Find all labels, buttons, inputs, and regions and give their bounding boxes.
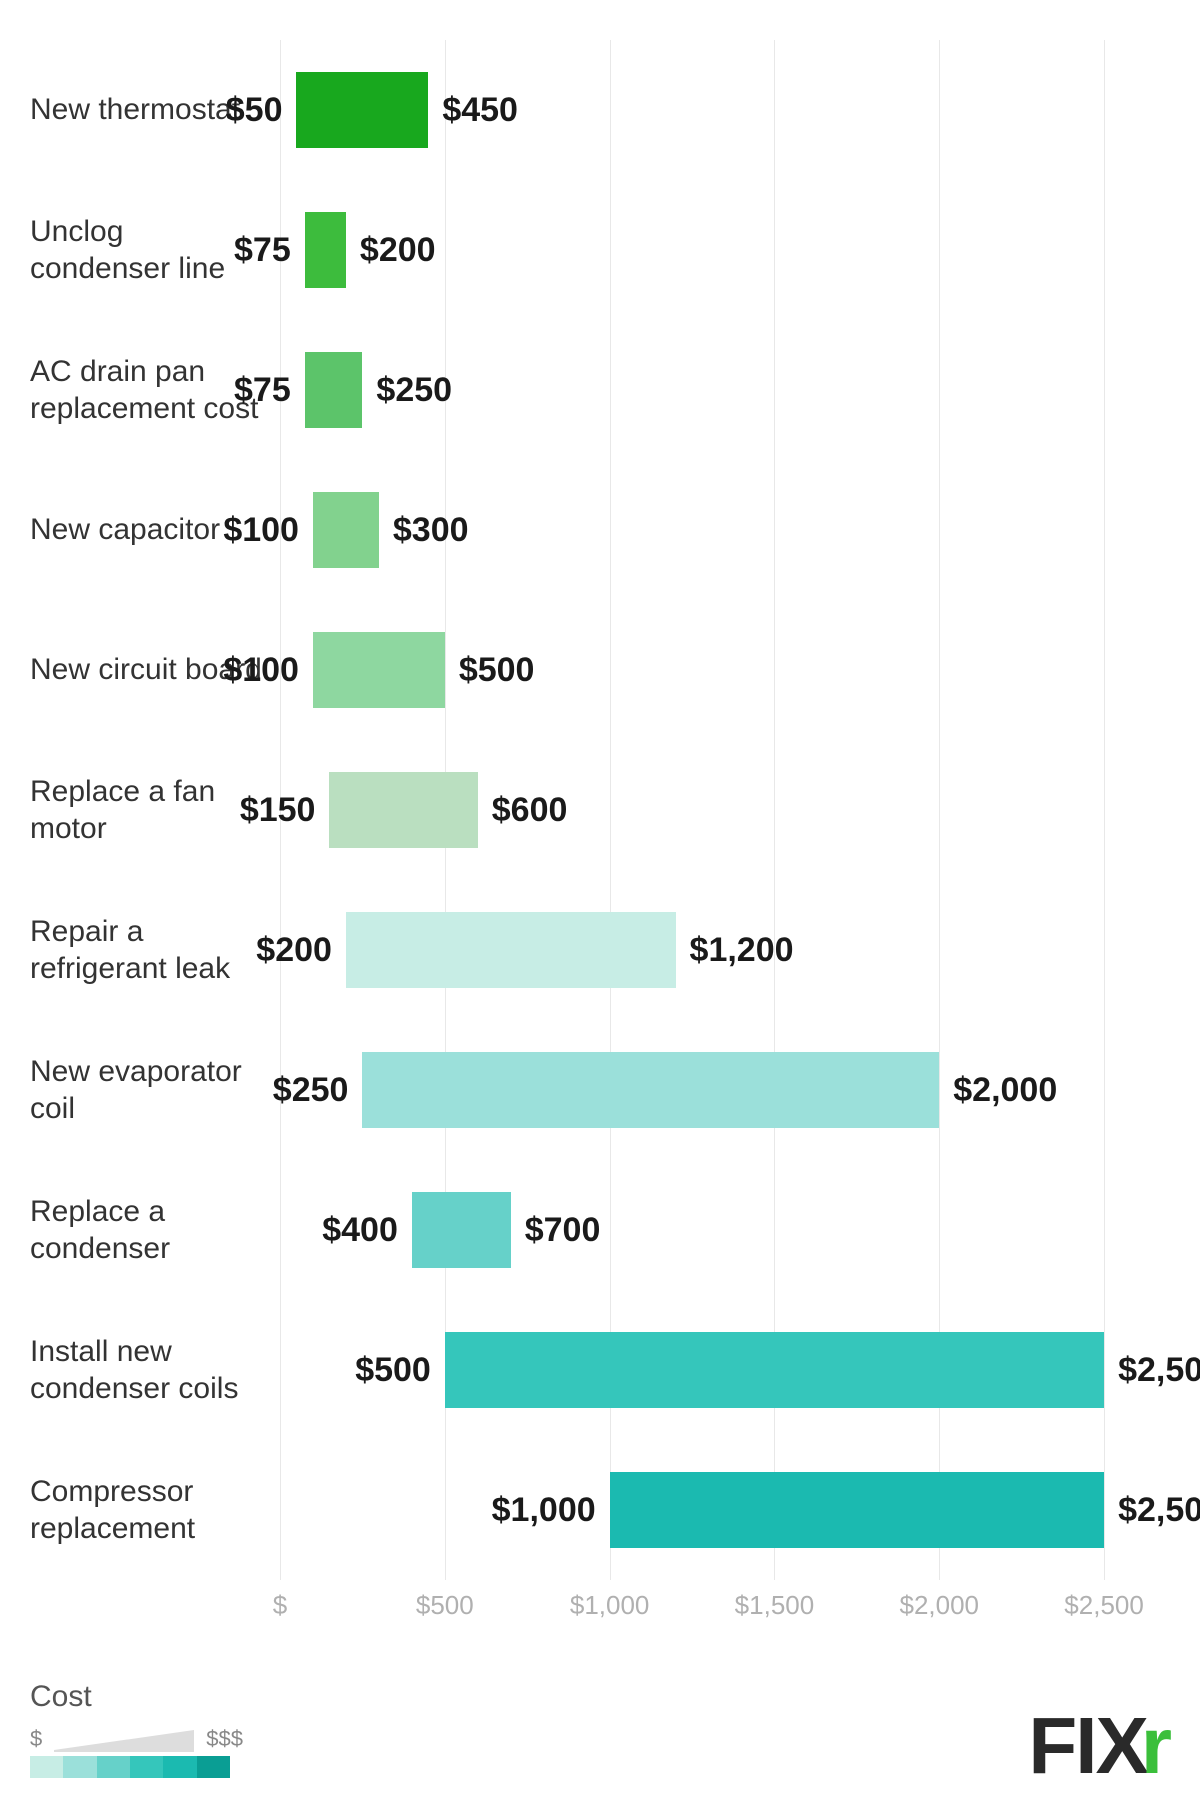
- row-label: Repair a refrigerant leak: [30, 913, 280, 988]
- min-value: $200: [256, 931, 332, 970]
- legend-swatch: [30, 1756, 63, 1778]
- min-value: $250: [273, 1071, 349, 1110]
- chart-row: AC drain pan replacement cost$75$250: [30, 320, 1170, 460]
- range-bar: [329, 772, 477, 848]
- min-value: $400: [322, 1211, 398, 1250]
- axis-tick-label: $2,000: [899, 1590, 979, 1621]
- range-bar: [313, 632, 445, 708]
- axis-tick-label: $1,500: [735, 1590, 815, 1621]
- max-value: $700: [525, 1211, 601, 1250]
- legend-low-label: $: [30, 1726, 42, 1752]
- chart-row: Replace a fan motor$150$600: [30, 740, 1170, 880]
- min-value: $150: [240, 791, 316, 830]
- max-value: $2,500: [1118, 1351, 1200, 1390]
- range-bar: [305, 212, 346, 288]
- min-value: $1,000: [492, 1491, 596, 1530]
- max-value: $600: [492, 791, 568, 830]
- range-bar: [296, 72, 428, 148]
- max-value: $450: [442, 91, 518, 130]
- chart-row: Compressor replacement$1,000$2,500: [30, 1440, 1170, 1580]
- row-label: Compressor replacement: [30, 1473, 280, 1548]
- legend-color-scale: [30, 1756, 230, 1778]
- legend-wedge-icon: [54, 1730, 194, 1752]
- row-value-area: $200$1,200: [280, 880, 1170, 1020]
- max-value: $500: [459, 651, 535, 690]
- max-value: $2,000: [953, 1071, 1057, 1110]
- axis-tick-label: $500: [416, 1590, 474, 1621]
- logo-text-dark: FIX: [1028, 1714, 1146, 1778]
- min-value: $75: [234, 231, 291, 270]
- row-value-area: $500$2,500: [280, 1300, 1170, 1440]
- row-label: New evaporator coil: [30, 1053, 280, 1128]
- row-value-area: $400 $700: [280, 1160, 1170, 1300]
- min-value: $500: [355, 1351, 431, 1390]
- legend-title: Cost: [30, 1680, 243, 1714]
- row-label: Replace a condenser: [30, 1193, 280, 1268]
- fixr-logo: FIXr: [1028, 1714, 1170, 1778]
- min-value: $75: [234, 371, 291, 410]
- legend-swatch: [163, 1756, 196, 1778]
- row-value-area: $100$300: [280, 460, 1170, 600]
- cost-range-chart: New thermostat$50$450Unclog condenser li…: [30, 40, 1170, 1630]
- max-value: $200: [360, 231, 436, 270]
- row-value-area: $75$250: [280, 320, 1170, 460]
- max-value: $1,200: [690, 931, 794, 970]
- logo-text-green: r: [1141, 1714, 1170, 1778]
- range-bar: [610, 1472, 1104, 1548]
- axis-tick-label: $1,000: [570, 1590, 650, 1621]
- min-value: $100: [223, 651, 299, 690]
- legend-swatch: [63, 1756, 96, 1778]
- chart-row: Repair a refrigerant leak$200$1,200: [30, 880, 1170, 1020]
- row-value-area: $250$2,000: [280, 1020, 1170, 1160]
- chart-row: New evaporator coil$250$2,000: [30, 1020, 1170, 1160]
- x-axis: $ $500 $1,000 $1,500 $2,000 $2,500: [30, 1590, 1170, 1630]
- row-value-area: $100$500: [280, 600, 1170, 740]
- range-bar: [346, 912, 676, 988]
- legend-footer: Cost $ $$$ FIXr: [30, 1680, 1170, 1778]
- row-value-area: $75$200: [280, 180, 1170, 320]
- axis-tick-label: $2,500: [1064, 1590, 1144, 1621]
- legend-swatch: [130, 1756, 163, 1778]
- max-value: $300: [393, 511, 469, 550]
- legend-high-label: $$$: [206, 1726, 243, 1752]
- row-value-area: $50$450: [280, 40, 1170, 180]
- legend-swatch: [97, 1756, 130, 1778]
- min-value: $50: [226, 91, 283, 130]
- max-value: $2,500: [1118, 1491, 1200, 1530]
- chart-row: Install new condenser coils$500$2,500: [30, 1300, 1170, 1440]
- row-value-area: $1,000$2,500: [280, 1440, 1170, 1580]
- chart-row: New thermostat$50$450: [30, 40, 1170, 180]
- range-bar: [445, 1332, 1104, 1408]
- max-value: $250: [376, 371, 452, 410]
- legend-swatch: [197, 1756, 230, 1778]
- range-bar: [412, 1192, 511, 1268]
- range-bar: [313, 492, 379, 568]
- row-label: Install new condenser coils: [30, 1333, 280, 1408]
- chart-row: Replace a condenser $400 $700: [30, 1160, 1170, 1300]
- range-bar: [362, 1052, 939, 1128]
- axis-tick-label: $: [273, 1590, 287, 1621]
- min-value: $100: [223, 511, 299, 550]
- chart-row: Unclog condenser line$75$200: [30, 180, 1170, 320]
- chart-row: New circuit board$100$500: [30, 600, 1170, 740]
- cost-legend: Cost $ $$$: [30, 1680, 243, 1778]
- row-value-area: $150$600: [280, 740, 1170, 880]
- range-bar: [305, 352, 363, 428]
- chart-row: New capacitor$100$300: [30, 460, 1170, 600]
